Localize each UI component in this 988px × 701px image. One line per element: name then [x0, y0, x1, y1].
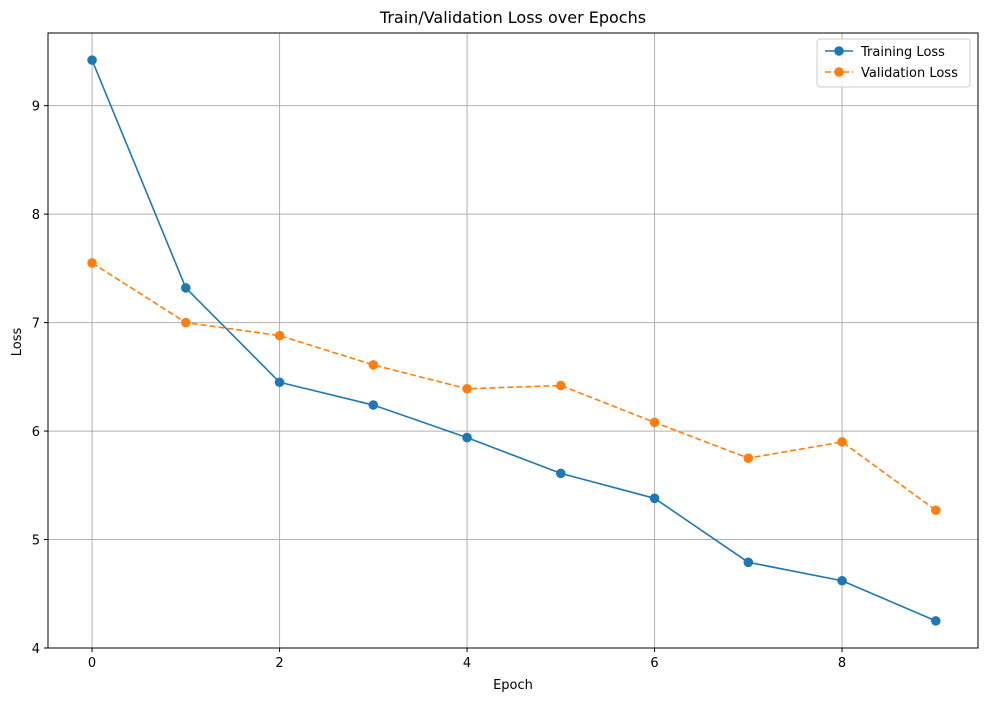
data-point: [931, 505, 941, 516]
data-point: [837, 575, 847, 586]
data-point: [87, 258, 97, 268]
x-tick-label: 6: [650, 656, 658, 671]
data-point: [931, 616, 941, 626]
legend-marker: [834, 67, 844, 77]
data-point: [649, 417, 660, 428]
axes: [47, 32, 979, 649]
data-point: [556, 468, 566, 479]
data-point: [837, 437, 847, 447]
grid: [48, 33, 978, 649]
y-tick-label: 4: [32, 642, 40, 657]
data-point: [274, 377, 285, 388]
data-point: [274, 330, 285, 341]
legend-item-2: Validation Loss: [825, 66, 958, 81]
legend-item-1: Training Loss: [825, 45, 945, 60]
ticks: 0 2 4 6 8 4 5 6 7 8 9: [32, 100, 846, 671]
x-tick-label: 2: [275, 656, 283, 671]
data-point: [649, 493, 660, 504]
x-tick-label: 8: [838, 656, 846, 671]
chart-title: Train/Validation Loss over Epochs: [379, 8, 646, 27]
data-point: [462, 383, 472, 394]
data-point: [743, 453, 754, 463]
legend: Training Loss Validation Loss: [816, 38, 971, 88]
y-tick-label: 7: [32, 317, 40, 332]
x-tick-label: 0: [88, 656, 96, 671]
series-2: [87, 258, 941, 516]
legend-box: [816, 38, 971, 88]
x-tick-label: 4: [463, 656, 471, 671]
series-layer: [87, 55, 941, 626]
y-tick-label: 6: [32, 425, 40, 440]
data-point: [743, 557, 754, 568]
x-axis-label: Epoch: [493, 678, 533, 693]
data-point: [87, 55, 97, 65]
legend-label: Validation Loss: [861, 66, 958, 81]
y-tick-label: 8: [32, 208, 40, 223]
data-point: [181, 283, 191, 293]
series-line: [91, 59, 937, 622]
y-axis-label: Loss: [10, 328, 25, 357]
y-tick-label: 5: [32, 534, 40, 549]
data-point: [556, 380, 566, 391]
data-point: [462, 432, 472, 443]
legend-label: Training Loss: [860, 45, 945, 60]
legend-marker: [834, 46, 844, 56]
data-point: [368, 400, 379, 410]
series-1: [87, 55, 941, 626]
plot-frame: [47, 32, 979, 649]
data-point: [181, 317, 191, 328]
y-tick-label: 9: [32, 100, 40, 115]
series-line: [91, 262, 937, 511]
data-point: [368, 360, 379, 370]
